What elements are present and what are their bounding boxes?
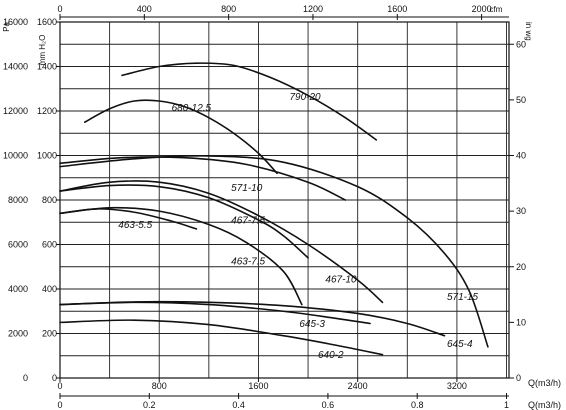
- mm-tick-label: 600: [42, 240, 57, 250]
- pa-tick-label: 12000: [3, 106, 28, 116]
- m3s-tick-label: 0.6: [322, 400, 335, 410]
- inwg-tick-label: 60: [516, 39, 526, 49]
- curve-571-10: [59, 156, 347, 201]
- pa-tick-label: 6000: [8, 240, 28, 250]
- curve-label-645-3: 645-3: [299, 319, 325, 330]
- grid: [59, 21, 510, 379]
- m3s-tick-label: 0.8: [411, 400, 424, 410]
- inwg-tick-label: 40: [516, 151, 526, 161]
- pa-unit-label: Pa: [2, 21, 11, 31]
- pa-tick-label: 10000: [3, 151, 28, 161]
- m3s-axis-label: Q(m3/h): [528, 400, 561, 410]
- pa-tick-label: 14000: [3, 62, 28, 72]
- curve-790-20: [121, 62, 378, 141]
- curve-680-12.5: [84, 99, 278, 175]
- inwg-unit-label: in wg: [524, 22, 533, 41]
- m3h-axis-label: Q(m3/h): [528, 378, 561, 388]
- curve-label-467-7.5: 467-7.5: [231, 215, 265, 226]
- curve-463-7.5: [59, 206, 303, 306]
- inwg-tick-label: 50: [516, 95, 526, 105]
- inwg-tick-label: 0: [516, 373, 521, 383]
- cfm-tick-label: 800: [221, 4, 236, 14]
- curve-463-5.5: [59, 208, 198, 230]
- m3h-tick-label: 0: [57, 381, 62, 391]
- m3s-tick-label: 0.4: [232, 400, 245, 410]
- m3h-tick-label: 1600: [248, 381, 268, 391]
- curve-467-7.5: [59, 184, 309, 259]
- mm-tick-label: 800: [42, 195, 57, 205]
- curve-label-790-20: 790-20: [289, 92, 321, 103]
- mm-tick-label: 200: [42, 329, 57, 339]
- mm-tick-label: 1600: [37, 17, 57, 27]
- mm-tick-label: 0: [52, 373, 57, 383]
- curve-label-680-12.5: 680-12.5: [172, 103, 212, 114]
- performance-curves: [59, 62, 489, 356]
- cfm-tick-label: 400: [137, 4, 152, 14]
- cfm-tick-label: 2000: [472, 4, 492, 14]
- inwg-tick-label: 10: [516, 317, 526, 327]
- curve-640-2: [59, 319, 384, 356]
- cfm-tick-label: 1600: [387, 4, 407, 14]
- m3h-tick-label: 800: [152, 381, 167, 391]
- pa-tick-label: 16000: [3, 17, 28, 27]
- cfm-unit-label: cfm: [490, 5, 503, 14]
- curve-label-467-10: 467-10: [325, 274, 357, 285]
- mm-tick-label: 400: [42, 284, 57, 294]
- mm-tick-label: 1400: [37, 62, 57, 72]
- curve-label-463-7.5: 463-7.5: [231, 257, 265, 268]
- curve-467-10: [59, 180, 384, 304]
- curve-labels: 790-20 680-12.5 571-15 571-10 467-10 467-7.5 4…: [118, 92, 478, 361]
- cfm-tick-label: 0: [57, 4, 62, 14]
- m3s-tick-label: 0.2: [143, 400, 156, 410]
- inwg-tick-label: 30: [516, 206, 526, 216]
- mm-tick-label: 1200: [37, 106, 57, 116]
- m3s-tick-label: 1: [504, 400, 509, 410]
- curve-label-640-2: 640-2: [318, 350, 344, 361]
- pa-tick-label: 4000: [8, 284, 28, 294]
- m3h-tick-label: 3200: [447, 381, 467, 391]
- curve-label-463-5.5: 463-5.5: [118, 220, 152, 231]
- pa-tick-label: 0: [23, 373, 28, 383]
- cfm-tick-label: 1200: [303, 4, 323, 14]
- mm-tick-label: 1000: [37, 151, 57, 161]
- inwg-tick-label: 20: [516, 262, 526, 272]
- m3h-tick-label: 2400: [348, 381, 368, 391]
- curve-645-3: [59, 301, 371, 325]
- m3s-tick-label: 0: [57, 400, 62, 410]
- mm-unit-label: mm H₂O: [38, 35, 47, 66]
- pa-tick-label: 2000: [8, 329, 28, 339]
- curve-label-571-15: 571-15: [447, 292, 479, 303]
- curve-label-571-10: 571-10: [231, 183, 263, 194]
- pa-tick-label: 8000: [8, 195, 28, 205]
- curve-label-645-4: 645-4: [447, 339, 473, 350]
